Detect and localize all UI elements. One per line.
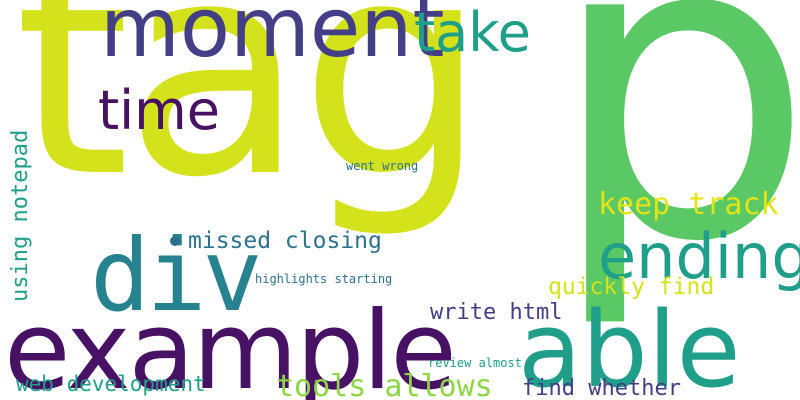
word-review-almost: review almost bbox=[428, 357, 522, 369]
word-missed-closing: missed closing bbox=[188, 230, 382, 253]
bullet-dot bbox=[170, 236, 180, 246]
word-write-html: write html bbox=[430, 302, 562, 324]
word-moment: moment bbox=[100, 0, 445, 70]
word-find-whether: find whether bbox=[522, 378, 681, 400]
word-time: time bbox=[98, 84, 220, 138]
word-take: take bbox=[414, 6, 531, 60]
word-highlights-starting: highlights starting bbox=[255, 273, 392, 285]
word-using-notepad: using notepad bbox=[10, 130, 32, 302]
word-tools-allows: tools allows bbox=[276, 372, 493, 400]
word-keep-track: keep track bbox=[598, 190, 779, 220]
word-quickly-find: quickly find bbox=[548, 276, 714, 299]
word-web-development: web development bbox=[16, 374, 206, 395]
word-went-wrong: went wrong bbox=[346, 160, 418, 172]
